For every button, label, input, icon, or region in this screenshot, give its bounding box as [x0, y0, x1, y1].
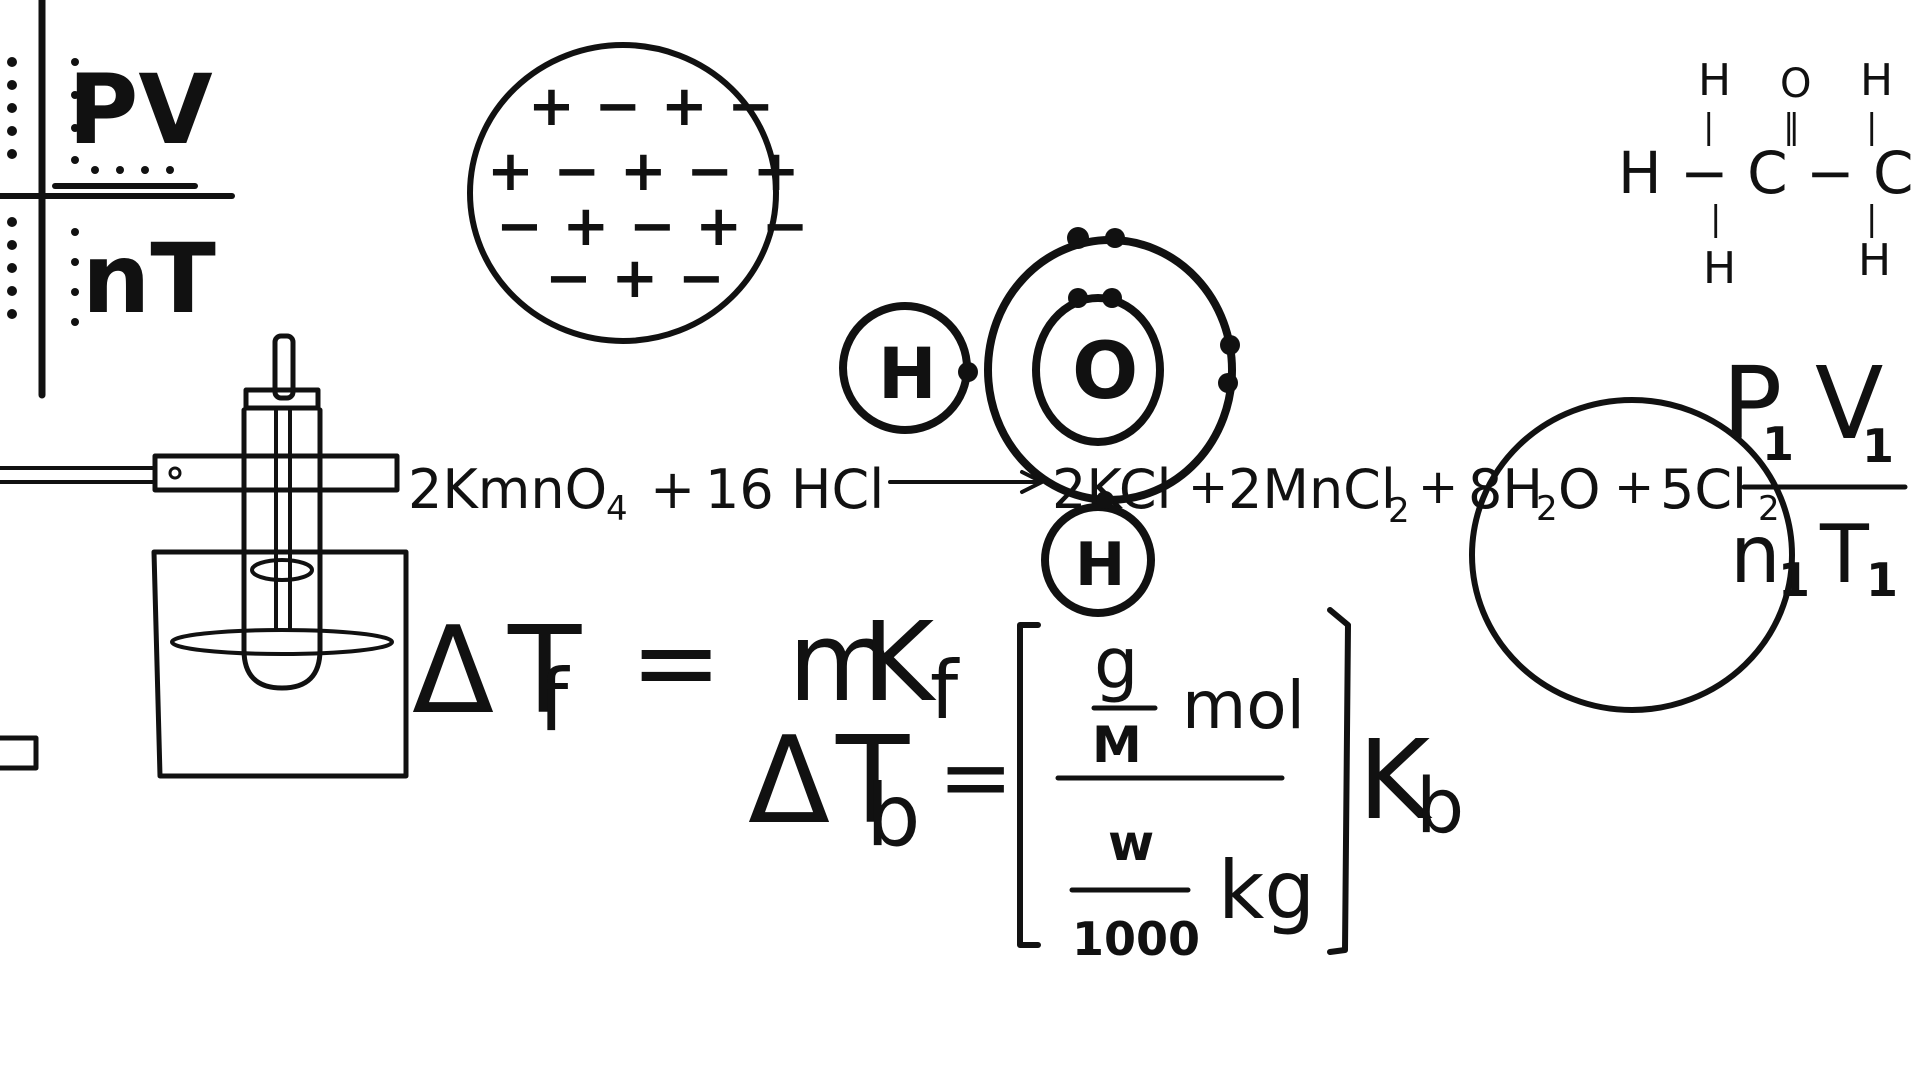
boiling-g: g: [1094, 623, 1138, 705]
tube-liquid-surface: [250, 558, 314, 582]
dot-column: [7, 57, 174, 326]
clamp-screw: [168, 466, 182, 480]
boiling-w: w: [1108, 814, 1154, 872]
stopper: [243, 387, 321, 411]
product-mncl-sub: 2: [1388, 491, 1410, 531]
boiling-1000: 1000: [1072, 912, 1200, 966]
gas-T: T: [1819, 508, 1870, 601]
freezing-T-sub: f: [538, 651, 570, 751]
lattice-row-4: − + −: [545, 246, 725, 311]
side-block: [0, 735, 39, 771]
reactant-hcl: 16 HCl: [705, 458, 884, 521]
boiling-kg: kg: [1218, 844, 1315, 937]
boiling-point-equation: Δ T b = g M mol w 1000 kg K b: [748, 607, 1464, 966]
acetone-bottom-h1: H: [1703, 243, 1736, 294]
boiling-T-sub: b: [866, 766, 921, 866]
gas-P: P: [1722, 345, 1782, 462]
acetone-bond-top-2: |: [1866, 107, 1877, 147]
thermometer-top: [272, 333, 296, 401]
hydrogen-left-symbol: H: [878, 333, 937, 415]
boiling-equals: =: [938, 725, 1013, 830]
freezing-point-equation: Δ T f = m K f: [412, 598, 960, 751]
ideal-gas-fraction: PV nT: [0, 0, 235, 399]
left-bracket: [1017, 622, 1041, 948]
acetone-bond-bottom-1: |: [1710, 199, 1721, 239]
reactant-kmno4-sub: 4: [606, 489, 628, 529]
hydrogen-bottom-symbol: H: [1075, 530, 1125, 600]
boiling-T: T: [835, 712, 910, 851]
freezing-T: T: [507, 602, 582, 741]
acetone-double-bond: ‖: [1783, 107, 1800, 147]
lattice-circle: [467, 42, 779, 344]
gas-circle: [1469, 397, 1795, 713]
product-water-sub: 2: [1536, 489, 1558, 529]
lattice-row-3: − + − + −: [496, 194, 809, 259]
acetone-bottom-h2: H: [1858, 235, 1891, 286]
right-bracket: [1327, 607, 1351, 955]
boiling-M: M: [1092, 716, 1142, 774]
boiling-K: K: [1358, 716, 1433, 844]
gas-n: n: [1730, 508, 1781, 601]
hydrogen-bottom-shell: [1041, 503, 1155, 617]
gas-n-sub: 1: [1778, 553, 1810, 607]
gas-P-sub: 1: [1762, 417, 1794, 471]
water-molecule: O H H: [839, 227, 1240, 617]
product-plus-3: +: [1614, 459, 1654, 515]
gas-V-sub: 1: [1862, 419, 1894, 473]
freezing-equals: =: [630, 598, 722, 726]
fraction-numerator: PV: [68, 54, 213, 166]
lattice-row-2: + − + − +: [487, 139, 800, 204]
reaction-equation: 2KmnO 4 + 16 HCl 2KCl + 2MnCl 2 + 8H 2 O…: [408, 458, 1780, 531]
electron-dots: [958, 227, 1240, 509]
acetone-main-chain: H − C − C − C −: [1618, 139, 1920, 207]
oxygen-symbol: O: [1072, 327, 1138, 417]
acetone-bond-bottom-2: |: [1866, 199, 1877, 239]
fraction-denominator: nT: [82, 223, 216, 335]
beaker: [151, 549, 409, 779]
test-tube: [241, 407, 323, 691]
ion-lattice: + − + − + − + − + − + − + − − + −: [467, 42, 809, 344]
beaker-liquid-surface: [170, 628, 394, 656]
product-cl-sub: 2: [1758, 489, 1780, 529]
boiling-mol: mol: [1182, 667, 1305, 744]
acetone-bond-top-1: |: [1703, 107, 1714, 147]
acetone-top-h2: H: [1860, 55, 1893, 106]
product-plus-2: +: [1418, 459, 1458, 515]
lattice-row-1: + − + −: [528, 74, 774, 139]
freezing-m: m: [788, 598, 895, 726]
boiling-delta: Δ: [748, 712, 830, 851]
freezing-delta: Δ: [412, 602, 494, 741]
acetone-top-h1: H: [1698, 55, 1731, 106]
freezing-K: K: [862, 598, 937, 726]
product-cl: 5Cl: [1660, 458, 1747, 521]
acetone-top-o: O: [1780, 61, 1811, 107]
gas-V: V: [1815, 345, 1883, 462]
boiling-K-sub: b: [1416, 761, 1464, 850]
acetone-structure: H O H | ‖ | H − C − C − C − | | H H: [1618, 55, 1920, 294]
lab-apparatus: [0, 333, 409, 779]
product-mncl: 2MnCl: [1228, 458, 1396, 521]
product-water-o: O: [1558, 458, 1601, 521]
combined-gas-fraction: P 1 V 1 n 1 T 1: [1469, 345, 1908, 713]
reactant-kmno4: 2KmnO: [408, 458, 607, 521]
gas-T-sub: 1: [1866, 553, 1898, 607]
reactant-plus: +: [650, 458, 695, 521]
freezing-K-sub: f: [930, 644, 960, 737]
oxygen-inner-shell: [1032, 294, 1164, 446]
